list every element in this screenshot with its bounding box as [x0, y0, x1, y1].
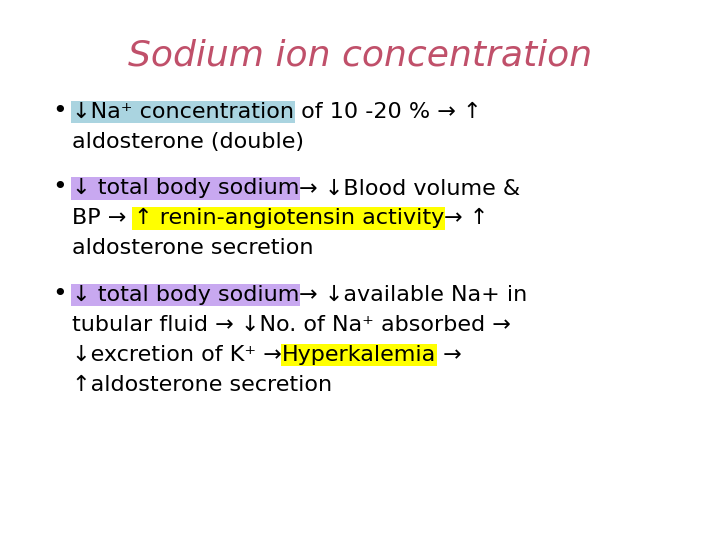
Text: ↓Na⁺ concentration: ↓Na⁺ concentration [72, 102, 294, 122]
Text: •: • [52, 282, 67, 306]
Text: aldosterone (double): aldosterone (double) [72, 132, 304, 152]
Text: aldosterone secretion: aldosterone secretion [72, 239, 313, 259]
Text: of 10 -20 % → ↑: of 10 -20 % → ↑ [294, 102, 482, 122]
Text: tubular fluid → ↓No. of Na⁺ absorbed →: tubular fluid → ↓No. of Na⁺ absorbed → [72, 315, 511, 335]
Text: →: → [436, 345, 462, 365]
Text: → ↓available Na+ in: → ↓available Na+ in [300, 285, 528, 305]
Text: Sodium ion concentration: Sodium ion concentration [128, 38, 592, 72]
Text: Hyperkalemia: Hyperkalemia [282, 345, 436, 365]
Text: ↓ total body sodium: ↓ total body sodium [72, 178, 300, 199]
Text: ↓excretion of K⁺ →: ↓excretion of K⁺ → [72, 345, 282, 365]
Text: ↓ total body sodium: ↓ total body sodium [72, 285, 300, 305]
Text: •: • [52, 176, 67, 199]
Text: BP →: BP → [72, 208, 133, 228]
Text: → ↑: → ↑ [444, 208, 488, 228]
Text: → ↓Blood volume &: → ↓Blood volume & [300, 179, 521, 199]
Text: ↑ renin-angiotensin activity: ↑ renin-angiotensin activity [133, 208, 444, 228]
Text: •: • [52, 99, 67, 123]
Text: ↑aldosterone secretion: ↑aldosterone secretion [72, 375, 332, 395]
